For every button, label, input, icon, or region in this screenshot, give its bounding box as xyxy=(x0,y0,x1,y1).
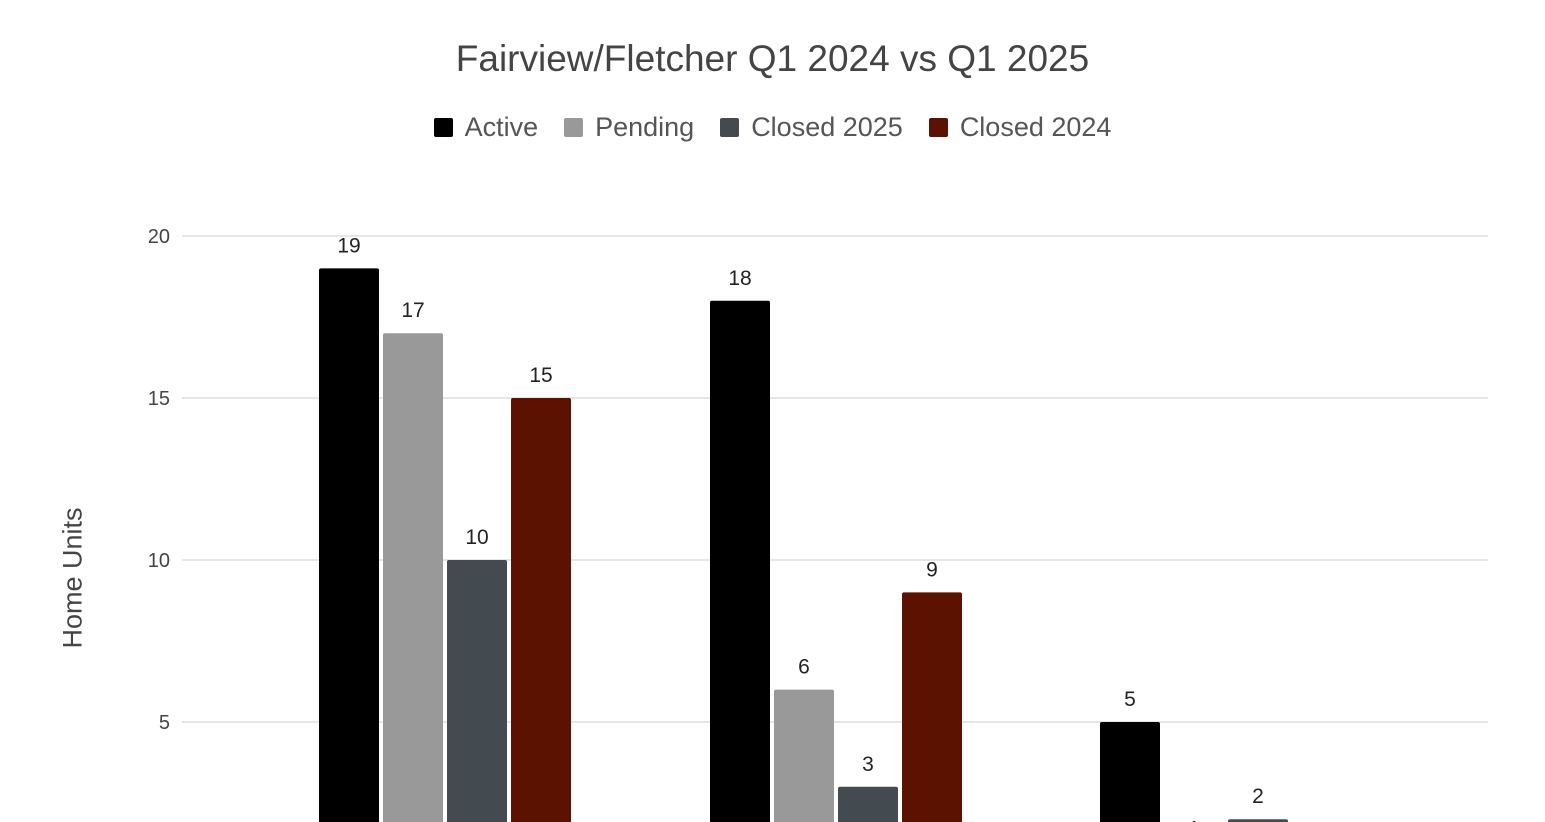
legend-label-closed-2025: Closed 2025 xyxy=(751,112,903,142)
data-label: 15 xyxy=(529,364,552,387)
legend-label-pending: Pending xyxy=(595,112,695,142)
legend-item-closed-2024[interactable]: Closed 2024 xyxy=(928,112,1112,143)
data-label: 2 xyxy=(1252,785,1264,808)
bar-active[interactable] xyxy=(710,300,770,822)
y-tick-label: 20 xyxy=(148,226,170,248)
bar-closed-2024[interactable] xyxy=(902,592,962,822)
bar-active[interactable] xyxy=(1100,722,1160,822)
data-label: 9 xyxy=(926,558,938,581)
data-label: 6 xyxy=(798,656,810,679)
legend-item-closed-2025[interactable]: Closed 2025 xyxy=(720,112,903,143)
legend-swatch-active xyxy=(433,118,453,137)
data-label: 18 xyxy=(728,267,751,290)
legend-swatch-pending xyxy=(564,118,584,137)
data-label: 19 xyxy=(337,234,360,257)
bar-closed-2025[interactable] xyxy=(838,786,898,822)
data-label: 10 xyxy=(465,526,488,549)
legend-swatch-closed-2024 xyxy=(928,118,948,137)
legend-label-active: Active xyxy=(464,112,539,142)
bar-closed-2025[interactable] xyxy=(447,560,507,822)
chart-title: Fairview/Fletcher Q1 2024 vs Q1 2025 xyxy=(455,38,1090,79)
legend: Active Pending Closed 2025 Closed 2024 xyxy=(0,112,1545,143)
data-label: 1 xyxy=(1188,818,1200,822)
bar-closed-2024[interactable] xyxy=(511,398,571,822)
bar-active[interactable] xyxy=(319,268,379,822)
legend-item-pending[interactable]: Pending xyxy=(564,112,694,143)
legend-item-active[interactable]: Active xyxy=(433,112,539,143)
legend-label-closed-2024: Closed 2024 xyxy=(959,112,1112,142)
bar-closed-2025[interactable] xyxy=(1228,819,1288,822)
data-label: 5 xyxy=(1124,688,1136,711)
y-tick-label: 5 xyxy=(159,712,170,734)
data-label: 17 xyxy=(401,299,424,322)
data-label: 3 xyxy=(862,753,874,776)
legend-swatch-closed-2025 xyxy=(720,118,740,137)
bar-pending[interactable] xyxy=(383,333,443,822)
y-tick-label: 10 xyxy=(148,550,170,572)
y-tick-label: 15 xyxy=(148,388,170,410)
bar-pending[interactable] xyxy=(774,689,834,822)
